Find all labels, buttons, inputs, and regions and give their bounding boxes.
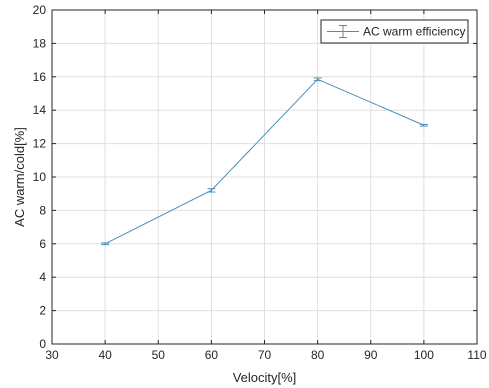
- y-tick-label: 18: [33, 36, 47, 50]
- y-tick-label: 10: [33, 170, 47, 184]
- error-bar: [207, 188, 216, 193]
- y-tick-label: 16: [33, 70, 47, 84]
- x-axis-label: Velocity[%]: [233, 370, 297, 385]
- legend-box: [320, 19, 469, 44]
- x-tick-label: 90: [364, 348, 378, 362]
- x-tick-label: 60: [205, 348, 219, 362]
- legend-series-label: AC warm efficiency: [363, 25, 465, 39]
- x-tick-label: 70: [258, 348, 272, 362]
- grid: [51, 9, 478, 345]
- series-line: [104, 78, 425, 245]
- x-tick-label: 80: [311, 348, 325, 362]
- y-tick-label: 20: [33, 3, 47, 17]
- axis-ticks: 30 40 50 60 70 80 90 100 110 0 2 4 6 8 10 12 14 16 18 20: [33, 3, 487, 362]
- error-bar: [313, 77, 322, 82]
- x-tick-label: 50: [152, 348, 166, 362]
- error-bar: [101, 242, 110, 246]
- x-tick-label: 100: [414, 348, 434, 362]
- y-axis-label: AC warm/cold[%]: [12, 127, 27, 227]
- y-tick-label: 6: [39, 237, 46, 251]
- x-tick-label: 40: [98, 348, 112, 362]
- y-tick-label: 0: [39, 337, 46, 351]
- legend: AC warm efficiency: [320, 19, 469, 44]
- series-layer: [101, 77, 428, 246]
- x-tick-label: 30: [45, 348, 59, 362]
- legend-series-glyph: [327, 25, 359, 38]
- y-tick-label: 14: [33, 103, 47, 117]
- y-tick-label: 2: [39, 304, 46, 318]
- y-tick-label: 8: [39, 203, 46, 217]
- error-bar: [419, 123, 428, 127]
- y-tick-label: 12: [33, 137, 47, 151]
- x-tick-label: 110: [467, 348, 486, 362]
- y-tick-label: 4: [39, 270, 46, 284]
